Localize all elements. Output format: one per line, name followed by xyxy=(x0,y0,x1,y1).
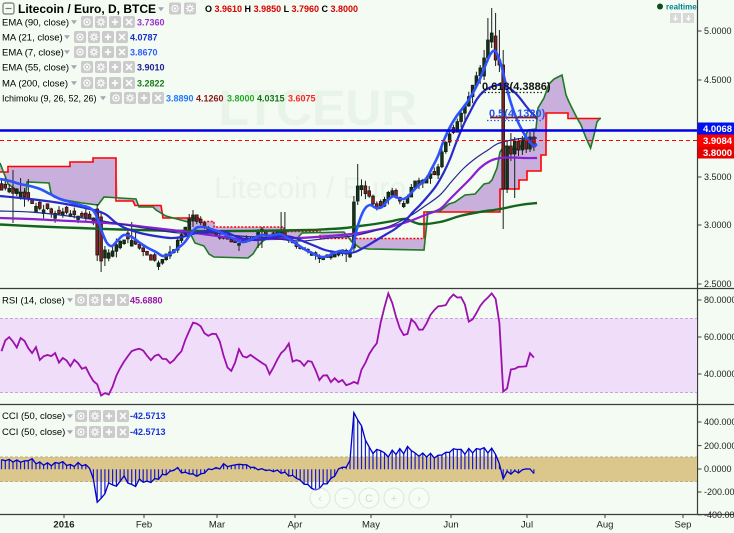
svg-text:3.9084: 3.9084 xyxy=(703,136,733,147)
svg-text:Sep: Sep xyxy=(675,520,692,531)
svg-text:3.0000: 3.0000 xyxy=(704,220,732,230)
svg-text:EMA (90, close): EMA (90, close) xyxy=(2,18,69,29)
svg-text:CCI (50, close): CCI (50, close) xyxy=(2,427,65,438)
svg-text:-42.5713: -42.5713 xyxy=(130,427,166,437)
svg-text:Feb: Feb xyxy=(136,520,152,531)
svg-text:+: + xyxy=(391,493,397,505)
svg-text:60.0000: 60.0000 xyxy=(704,332,734,342)
svg-text:‹: ‹ xyxy=(318,493,322,505)
svg-text:−: − xyxy=(342,493,348,505)
svg-text:0.0000: 0.0000 xyxy=(704,464,732,474)
svg-text:Jul: Jul xyxy=(521,520,533,531)
svg-text:Ichimoku (9, 26, 52, 26): Ichimoku (9, 26, 52, 26) xyxy=(2,94,97,104)
svg-text:3.5000: 3.5000 xyxy=(704,172,732,182)
svg-text:Jun: Jun xyxy=(443,520,458,531)
svg-text:O 3.9610 H 3.9850 L 3.7960 C 3: O 3.9610 H 3.9850 L 3.7960 C 3.8000 xyxy=(205,4,358,14)
svg-text:Apr: Apr xyxy=(288,520,303,531)
svg-text:4.1260: 4.1260 xyxy=(196,94,224,104)
svg-text:Mar: Mar xyxy=(209,520,225,531)
svg-text:3.8890: 3.8890 xyxy=(166,94,194,104)
svg-text:4.5000: 4.5000 xyxy=(704,75,732,85)
svg-text:MA (21, close): MA (21, close) xyxy=(2,33,63,44)
svg-text:CCI (50, close): CCI (50, close) xyxy=(2,411,65,422)
svg-text:3.8000: 3.8000 xyxy=(227,94,255,104)
svg-text:›: › xyxy=(417,493,421,505)
svg-text:2016: 2016 xyxy=(53,520,74,531)
svg-text:3.8000: 3.8000 xyxy=(703,148,732,159)
svg-text:4.0315: 4.0315 xyxy=(257,94,285,104)
svg-text:3.6075: 3.6075 xyxy=(288,94,316,104)
svg-text:-400.000: -400.000 xyxy=(704,510,734,520)
svg-text:EMA (7, close): EMA (7, close) xyxy=(2,48,64,59)
svg-text:-200.000: -200.000 xyxy=(704,487,734,497)
svg-text:4.0787: 4.0787 xyxy=(130,33,158,43)
svg-text:Litecoin / Euro: Litecoin / Euro xyxy=(214,172,406,205)
svg-text:0.618(4.3886): 0.618(4.3886) xyxy=(482,81,551,93)
svg-text:45.6880: 45.6880 xyxy=(130,296,163,306)
svg-text:5.0000: 5.0000 xyxy=(704,26,732,36)
svg-text:3.8670: 3.8670 xyxy=(130,48,158,58)
svg-text:-42.5713: -42.5713 xyxy=(130,411,166,421)
svg-text:3.9010: 3.9010 xyxy=(137,63,165,73)
svg-text:LTCEUR: LTCEUR xyxy=(218,80,417,136)
svg-text:realtime: realtime xyxy=(666,3,697,12)
svg-text:80.0000: 80.0000 xyxy=(704,295,734,305)
svg-text:3.7360: 3.7360 xyxy=(137,18,165,28)
svg-text:4.0068: 4.0068 xyxy=(703,124,732,135)
svg-text:C: C xyxy=(365,493,373,505)
svg-text:40.0000: 40.0000 xyxy=(704,369,734,379)
svg-text:May: May xyxy=(362,520,380,531)
svg-text:3.2822: 3.2822 xyxy=(137,79,165,89)
svg-text:RSI (14, close): RSI (14, close) xyxy=(2,296,65,307)
svg-text:Aug: Aug xyxy=(597,520,614,531)
svg-text:MA (200, close): MA (200, close) xyxy=(2,79,68,90)
svg-text:2.5000: 2.5000 xyxy=(704,279,732,289)
svg-text:Litecoin / Euro, D, BTCE: Litecoin / Euro, D, BTCE xyxy=(18,2,156,16)
svg-text:0.5(4.1320): 0.5(4.1320) xyxy=(489,108,546,120)
svg-text:400.0000: 400.0000 xyxy=(704,417,734,427)
svg-text:200.0000: 200.0000 xyxy=(704,441,734,451)
svg-text:EMA (55, close): EMA (55, close) xyxy=(2,63,69,74)
